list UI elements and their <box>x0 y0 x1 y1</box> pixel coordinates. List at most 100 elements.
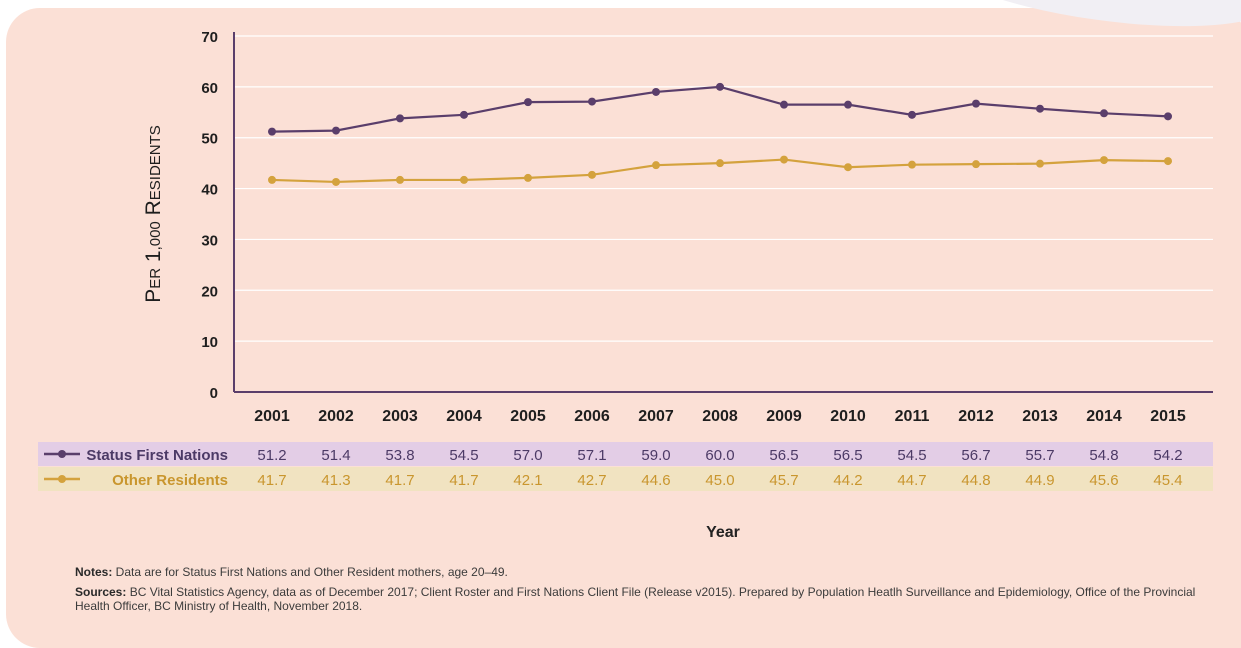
sources-text: BC Vital Statistics Agency, data as of D… <box>75 585 1196 613</box>
x-tick-label: 2013 <box>1022 408 1058 425</box>
legend-marker <box>58 475 66 483</box>
data-point <box>972 160 980 169</box>
x-tick-label: 2009 <box>766 408 802 425</box>
data-point <box>268 127 276 136</box>
x-tick-label: 2004 <box>446 408 482 425</box>
data-label: 54.5 <box>897 447 926 464</box>
y-tick-labels: 0 10 20 30 40 50 60 70 <box>201 29 218 402</box>
data-label: 60.0 <box>705 447 734 464</box>
axes <box>233 32 1213 393</box>
series-name: Status First Nations <box>86 447 228 464</box>
x-tick-label: 2015 <box>1150 408 1186 425</box>
data-point <box>396 114 404 123</box>
data-table: Status First Nations 51.2 51.4 53.8 54.5 57.0… <box>38 442 1213 491</box>
x-tick-labels: 2001 2002 2003 2004 2005 2006 2007 2008 2009 2010… <box>254 408 1186 425</box>
data-point <box>908 110 916 119</box>
data-label: 42.1 <box>513 472 542 489</box>
x-tick-label: 2008 <box>702 408 738 425</box>
x-axis-label: Year <box>706 524 740 541</box>
legend-marker <box>58 450 66 458</box>
data-point <box>588 97 596 106</box>
sources-label: Sources: <box>75 585 127 599</box>
data-label: 41.3 <box>321 472 350 489</box>
x-tick-label: 2005 <box>510 408 546 425</box>
x-tick-label: 2001 <box>254 408 290 425</box>
y-tick-label: 60 <box>201 80 218 97</box>
data-point <box>716 82 724 91</box>
data-point <box>268 175 276 184</box>
data-point <box>972 99 980 108</box>
x-tick-label: 2003 <box>382 408 418 425</box>
data-point <box>716 159 724 168</box>
data-point <box>908 160 916 169</box>
data-label: 57.1 <box>577 447 606 464</box>
data-label: 44.2 <box>833 472 862 489</box>
y-tick-label: 10 <box>201 334 218 351</box>
data-point <box>1100 109 1108 118</box>
data-label: 44.6 <box>641 472 670 489</box>
data-label: 51.4 <box>321 447 350 464</box>
y-label-part: ,000 <box>147 221 164 250</box>
data-label: 45.7 <box>769 472 798 489</box>
data-label: 59.0 <box>641 447 670 464</box>
sources-paragraph: Sources: BC Vital Statistics Agency, dat… <box>75 585 1225 613</box>
table-row <box>38 442 1213 466</box>
y-label-part: ESIDENTS <box>147 125 164 200</box>
data-label: 41.7 <box>257 472 286 489</box>
x-tick-label: 2011 <box>895 408 930 425</box>
y-axis-label: PER 1,000 RESIDENTS <box>142 125 165 303</box>
y-label-part: R <box>142 200 165 221</box>
data-label: 57.0 <box>513 447 542 464</box>
data-point <box>844 163 852 172</box>
data-point <box>460 175 468 184</box>
data-point <box>652 87 660 96</box>
data-point <box>844 100 852 109</box>
data-label: 45.4 <box>1153 472 1182 489</box>
y-tick-label: 40 <box>201 182 218 199</box>
data-label: 56.5 <box>769 447 798 464</box>
data-label: 51.2 <box>257 447 286 464</box>
x-tick-label: 2006 <box>574 408 610 425</box>
data-label: 44.7 <box>897 472 926 489</box>
x-tick-label: 2014 <box>1086 408 1122 425</box>
y-tick-label: 70 <box>201 29 218 46</box>
data-point <box>1100 156 1108 165</box>
data-point <box>332 177 340 186</box>
data-label: 45.6 <box>1089 472 1118 489</box>
data-label: 54.5 <box>449 447 478 464</box>
data-label: 42.7 <box>577 472 606 489</box>
x-tick-label: 2010 <box>830 408 866 425</box>
data-label: 54.8 <box>1089 447 1118 464</box>
data-point <box>1164 112 1172 121</box>
data-point <box>460 110 468 119</box>
data-point <box>332 126 340 135</box>
data-point <box>1036 159 1044 168</box>
data-point <box>1036 104 1044 113</box>
x-tick-label: 2002 <box>318 408 354 425</box>
y-label-part: ER <box>147 268 164 289</box>
y-tick-label: 20 <box>201 283 218 300</box>
data-point <box>780 155 788 164</box>
y-tick-label: 30 <box>201 232 218 249</box>
data-point <box>652 161 660 170</box>
grid-lines <box>234 35 1213 342</box>
y-tick-label: 50 <box>201 131 218 148</box>
data-label: 44.9 <box>1025 472 1054 489</box>
table-row <box>38 467 1213 491</box>
series-lines <box>268 82 1172 186</box>
data-point <box>396 175 404 184</box>
x-tick-label: 2012 <box>958 408 994 425</box>
notes-section: Notes: Data are for Status First Nations… <box>75 565 1225 619</box>
notes-text: Data are for Status First Nations and Ot… <box>112 565 508 579</box>
data-label: 54.2 <box>1153 447 1182 464</box>
x-tick-label: 2007 <box>638 408 674 425</box>
y-label-part: P <box>142 289 165 303</box>
line-chart: 0 10 20 30 40 50 60 70 2001 2002 2003 2004 2005 2006… <box>38 29 1213 541</box>
notes-label: Notes: <box>75 565 113 579</box>
y-label-part: 1 <box>142 250 165 268</box>
data-label: 45.0 <box>705 472 734 489</box>
data-label: 44.8 <box>961 472 990 489</box>
data-label: 56.7 <box>961 447 990 464</box>
data-point <box>588 170 596 179</box>
data-label: 41.7 <box>449 472 478 489</box>
